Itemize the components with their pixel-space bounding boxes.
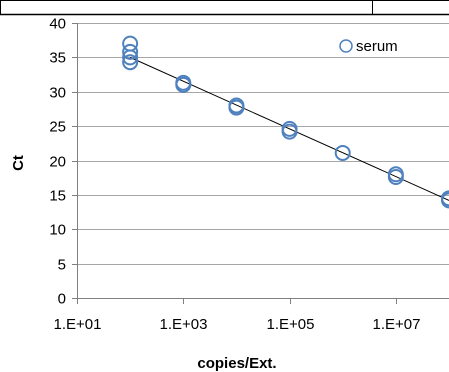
y-tick-label-25: 25 [49,119,66,136]
gridlines [77,23,449,265]
data-point-0-0 [122,35,139,52]
data-point-0-9 [281,123,298,140]
y-axis-title: Ct [10,155,27,171]
axes [72,23,449,304]
trendline-layer [129,56,449,201]
x-axis-title: copies/Ext. [197,355,276,372]
data-point-0-12 [387,169,404,185]
data-point-0-5 [175,76,192,93]
y-tick-label-0: 0 [58,291,66,308]
data-points [122,35,449,209]
y-tick-label-35: 35 [49,50,66,67]
data-point-0-1 [122,43,139,60]
data-point-0-10 [334,144,351,161]
data-point-0-14 [441,192,449,209]
y-tick-label-30: 30 [49,85,66,102]
data-point-0-7 [228,99,245,116]
y-tick-label-5: 5 [58,257,66,274]
data-point-0-2 [122,49,139,66]
trendline [129,56,449,201]
y-tick-label-10: 10 [49,222,66,239]
legend: serum [339,38,398,55]
x-tick-label-2: 1.E+05 [267,316,315,333]
y-tick-label-40: 40 [49,16,66,33]
y-tick-label-20: 20 [49,154,66,171]
data-point-0-3 [122,54,139,71]
x-tick-label-1: 1.E+03 [160,316,208,333]
top-table-remnant [0,0,449,16]
legend-marker-serum [339,39,353,53]
x-tick-label-3: 1.E+07 [373,316,421,333]
x-tick-label-0: 1.E+01 [54,316,102,333]
y-tick-label-15: 15 [49,188,66,205]
x-tick-labels: 1.E+01 1.E+03 1.E+05 1.E+07 [54,316,421,333]
legend-label-serum: serum [356,38,398,55]
y-tick-labels: 0 5 10 15 20 25 30 35 40 [49,16,66,308]
